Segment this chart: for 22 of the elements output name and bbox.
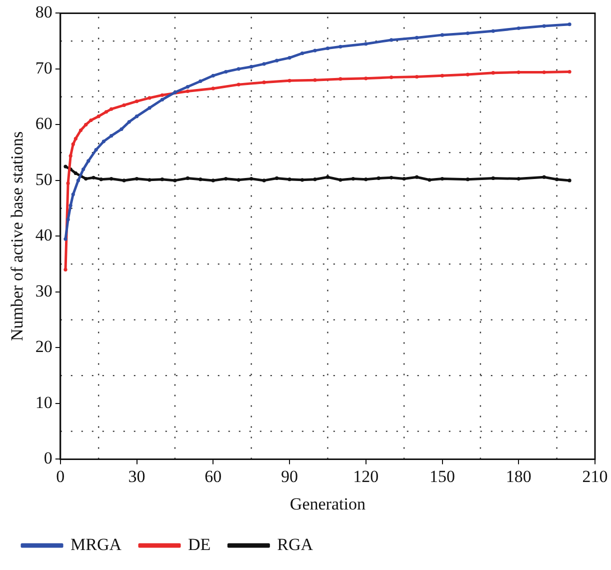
legend-label: MRGA — [70, 534, 122, 554]
x-tick-label: 60 — [204, 466, 222, 486]
x-tick-label: 210 — [582, 466, 608, 486]
x-tick-label: 120 — [353, 466, 379, 486]
x-tick-label: 90 — [281, 466, 298, 486]
y-tick-label: 70 — [35, 58, 52, 78]
y-axis-title: Number of active base stations — [8, 131, 27, 342]
y-tick-label: 40 — [35, 226, 52, 245]
y-tick-label: 60 — [35, 114, 52, 134]
y-tick-label: 80 — [35, 2, 52, 22]
x-tick-label: 0 — [56, 466, 65, 486]
x-tick-label: 150 — [430, 466, 456, 486]
y-tick-label: 10 — [35, 392, 52, 412]
legend-label: DE — [188, 534, 211, 554]
y-tick-label: 20 — [35, 337, 52, 356]
x-tick-label: 30 — [128, 466, 146, 486]
legend-label: RGA — [277, 534, 314, 554]
x-axis-title: Generation — [290, 494, 366, 514]
y-tick-label: 50 — [35, 170, 52, 189]
y-tick-label: 30 — [35, 281, 52, 300]
y-tick-label: 0 — [44, 448, 52, 468]
x-tick-label: 180 — [506, 466, 532, 486]
